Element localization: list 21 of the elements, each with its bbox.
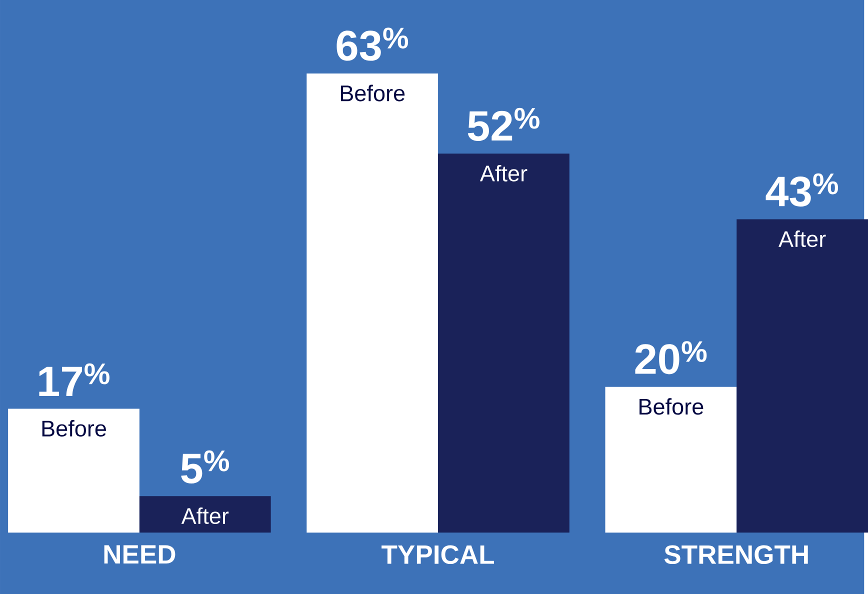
data-label: 5$^{%}$ <box>181 450 230 484</box>
data-label: 63$^{%}$ <box>336 27 408 61</box>
x-tick-label: NEED <box>104 545 176 564</box>
x-tick-label: TYPICAL <box>382 545 494 564</box>
x-tick-label: STRENGTH <box>664 545 808 564</box>
bar <box>306 73 438 532</box>
series-label: Before <box>42 420 106 436</box>
bar <box>736 219 868 532</box>
bar <box>605 386 737 532</box>
data-label: 52$^{%}$ <box>468 108 540 141</box>
bar <box>139 496 271 532</box>
data-label: 43$^{%}$ <box>766 173 838 206</box>
data-label: 20$^{%}$ <box>635 340 707 374</box>
text: After <box>778 230 826 247</box>
bar <box>8 408 140 532</box>
series-label: After <box>181 507 229 524</box>
text: After <box>480 164 528 182</box>
text: Before <box>340 84 405 102</box>
data-label: 17$^{%}$ <box>39 363 110 396</box>
text: Before <box>640 398 704 415</box>
bar <box>438 153 570 532</box>
